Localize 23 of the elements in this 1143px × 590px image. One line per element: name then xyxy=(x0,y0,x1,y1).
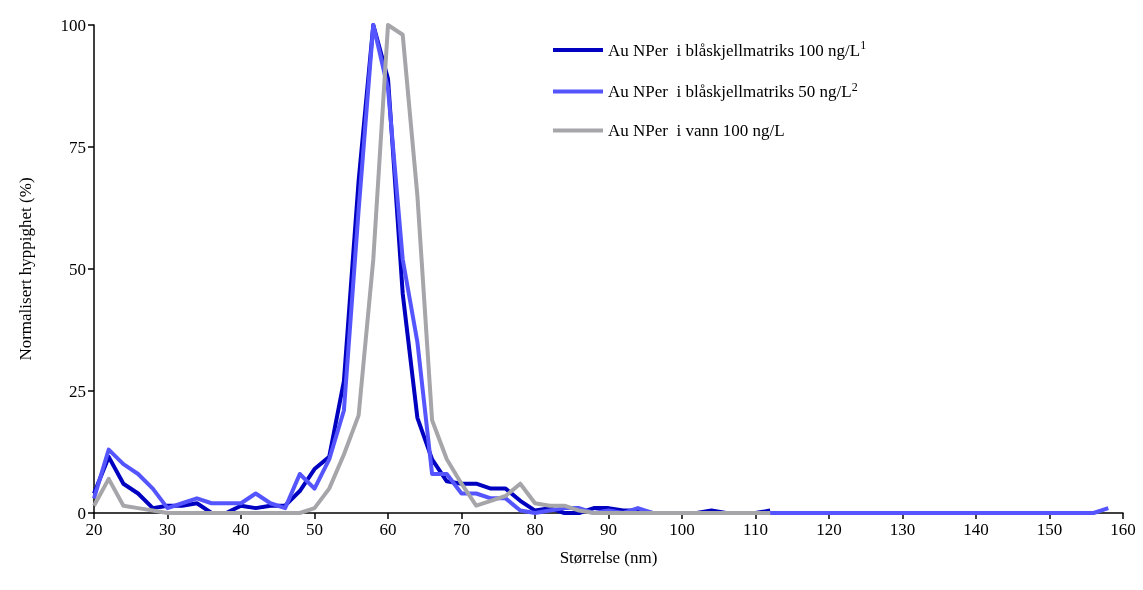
x-tick-label: 120 xyxy=(816,520,842,539)
x-tick-label: 30 xyxy=(159,520,176,539)
y-tick-label: 75 xyxy=(69,137,86,157)
x-tick-label: 130 xyxy=(889,520,916,539)
y-tick-label: 50 xyxy=(69,259,86,279)
x-tick-label: 100 xyxy=(669,520,695,539)
x-tick-label: 40 xyxy=(232,520,250,539)
x-tick-label: 160 xyxy=(1110,520,1136,539)
x-axis-title: Størrelse (nm) xyxy=(559,548,658,567)
x-tick-label: 80 xyxy=(526,520,544,539)
y-tick-label: 25 xyxy=(69,381,86,401)
y-tick-label: 100 xyxy=(60,15,86,35)
x-tick-label: 150 xyxy=(1036,520,1063,539)
legend-label: Au NPer i vann 100 ng/L xyxy=(608,121,785,140)
y-axis-title: Normalisert hyppighet (%) xyxy=(16,177,35,361)
x-tick-label: 20 xyxy=(85,520,103,539)
x-tick-label: 110 xyxy=(743,520,768,539)
x-tick-label: 50 xyxy=(306,520,323,539)
x-tick-label: 70 xyxy=(453,520,470,539)
x-tick-label: 90 xyxy=(600,520,617,539)
x-tick-label: 60 xyxy=(379,520,397,539)
y-tick-label: 0 xyxy=(77,503,86,523)
x-tick-label: 140 xyxy=(963,520,989,539)
